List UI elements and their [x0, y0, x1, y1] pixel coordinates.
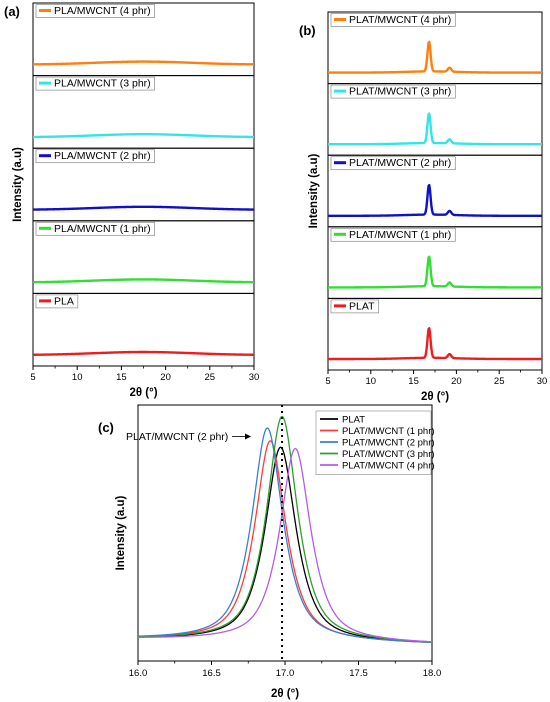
legend-box	[330, 13, 456, 27]
x-tick-label: 17.0	[276, 668, 295, 679]
series-line-4	[137, 415, 433, 643]
series-line	[32, 60, 255, 66]
series-line	[32, 278, 255, 284]
subplot-a-4: PLA/MWCNT (1 phr)	[32, 220, 255, 294]
legend-entry: PLAT/MWCNT (3 phr)	[330, 84, 456, 99]
series-line	[327, 255, 543, 289]
subplot-b-1: PLAT/MWCNT (4 phr)	[327, 11, 543, 85]
x-tick-label: 10	[72, 372, 83, 383]
legend-entry: PLA/MWCNT (4 phr)	[35, 4, 156, 18]
y-axis-label: Intensity (a.u)	[115, 495, 127, 570]
x-tick-label: 25	[205, 372, 216, 383]
x-tick-label: 20	[160, 372, 171, 383]
legend-entry: PLAT/MWCNT (2 phr)	[330, 156, 456, 171]
legend-label: PLAT/MWCNT (4 phr)	[342, 461, 435, 472]
panel-a: (a) PLA/MWCNT (4 phr) PLA/MWCNT (3 phr) PLA…	[4, 2, 260, 399]
legend-entry: PLA/MWCNT (3 phr)	[35, 76, 156, 91]
annotation-label: PLAT/MWCNT (2 phr)	[126, 431, 228, 443]
legend-box	[35, 4, 156, 18]
legend-label: PLA/MWCNT (3 phr)	[54, 78, 151, 90]
legend-box	[330, 84, 456, 99]
x-axis-label: 2θ (°)	[421, 391, 449, 403]
legend-label: PLA/MWCNT (4 phr)	[54, 5, 151, 17]
legend-label: PLAT	[349, 300, 375, 312]
x-tick-label: 16.0	[129, 668, 148, 679]
x-tick-label: 18.0	[423, 668, 442, 679]
legend-label: PLA/MWCNT (2 phr)	[54, 150, 151, 162]
x-tick-label: 30	[537, 376, 548, 387]
x-axis-label: 2θ (°)	[271, 688, 299, 700]
subplot-a-5: PLA	[32, 292, 255, 367]
legend-box	[330, 227, 456, 242]
legend-entry: PLA/MWCNT (1 phr)	[35, 221, 156, 236]
x-tick-label: 17.5	[349, 668, 368, 679]
subplot-b-4: PLAT/MWCNT (1 phr)	[327, 226, 543, 299]
legend-label: PLAT/MWCNT (2 phr)	[349, 157, 451, 169]
x-tick-label: 15	[116, 372, 127, 383]
annotation-arrow-head	[245, 433, 251, 440]
subplot-b-5: PLAT	[327, 297, 543, 371]
subplot-a-1: PLA/MWCNT (4 phr)	[32, 2, 255, 77]
panel-b: (b) PLAT/MWCNT (4 phr) PLAT/MWCNT (3 phr) P…	[299, 11, 548, 403]
series-line	[327, 183, 543, 217]
legend-box	[330, 156, 456, 171]
series-line	[327, 327, 543, 361]
legend-entry: PLAT	[330, 299, 379, 314]
subplot-b-3: PLAT/MWCNT (2 phr)	[327, 154, 543, 228]
panel-label-c: (c)	[98, 420, 114, 435]
subplot-a-3: PLA/MWCNT (2 phr)	[32, 147, 255, 222]
legend-label: PLAT/MWCNT (4 phr)	[349, 14, 451, 26]
subplot-a-2: PLA/MWCNT (3 phr)	[32, 75, 255, 149]
x-axis-label: 2θ (°)	[129, 387, 157, 399]
legend-label: PLAT/MWCNT (3 phr)	[342, 449, 435, 460]
x-tick-label: 20	[451, 376, 462, 387]
legend-label: PLAT/MWCNT (1 phr)	[342, 426, 435, 437]
x-tick-label: 30	[249, 372, 260, 383]
x-tick-label: 10	[366, 376, 377, 387]
legend-entry: PLA	[35, 294, 79, 309]
legend-label: PLAT/MWCNT (1 phr)	[349, 229, 451, 241]
legend-box	[35, 294, 79, 309]
legend-box	[35, 76, 156, 91]
legend-label: PLA	[54, 295, 74, 307]
panel-label-b: (b)	[299, 23, 316, 38]
x-tick-label: 16.5	[202, 668, 221, 679]
legend-box	[35, 149, 156, 164]
x-tick-label: 15	[408, 376, 419, 387]
series-line	[327, 40, 543, 74]
series-line	[327, 112, 543, 146]
y-axis-label: Intensity (a.u)	[12, 147, 24, 222]
legend-label: PLA/MWCNT (1 phr)	[54, 223, 151, 235]
series-line	[32, 205, 255, 211]
legend-entry: PLAT/MWCNT (4 phr)	[330, 13, 456, 27]
legend-entry: PLAT/MWCNT (1 phr)	[330, 227, 456, 242]
legend-box	[330, 299, 379, 314]
legend-label: PLAT/MWCNT (2 phr)	[342, 438, 435, 449]
x-tick-label: 5	[325, 376, 330, 387]
series-line-1	[137, 446, 433, 643]
legend-entry: PLA/MWCNT (2 phr)	[35, 149, 156, 164]
x-tick-label: 25	[494, 376, 505, 387]
series-line-5	[138, 447, 433, 643]
panel-label-a: (a)	[4, 4, 20, 19]
legend-label: PLAT	[342, 415, 365, 426]
series-line-3	[137, 427, 433, 644]
y-axis-label: Intensity (a.u)	[308, 153, 320, 228]
legend-box	[35, 221, 156, 236]
subplot-b-2: PLAT/MWCNT (3 phr)	[327, 83, 543, 156]
series-line	[32, 350, 255, 356]
series-line	[32, 133, 255, 139]
legend-label: PLAT/MWCNT (3 phr)	[349, 86, 451, 98]
x-tick-label: 5	[30, 372, 35, 383]
